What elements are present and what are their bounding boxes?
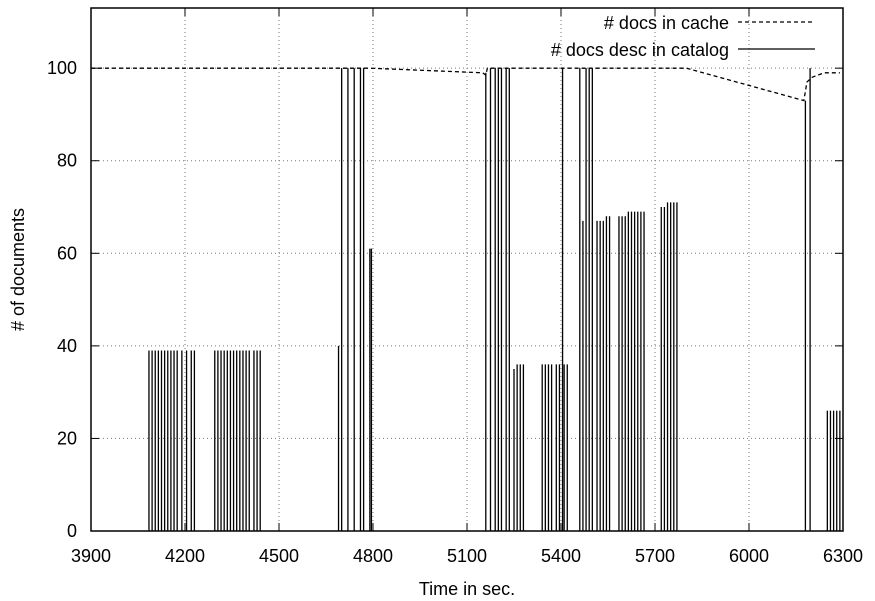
x-tick-label-0: 3900: [71, 546, 111, 566]
grid-layer: [91, 8, 843, 531]
catalog-impulses-layer: [148, 68, 841, 531]
y-tick-label-2: 40: [57, 336, 77, 356]
x-tick-label-4: 5100: [447, 546, 487, 566]
y-tick-label-5: 100: [47, 58, 77, 78]
x-tick-label-8: 6300: [823, 546, 863, 566]
legend-label-catalog: # docs desc in catalog: [551, 40, 729, 60]
x-tick-label-1: 4200: [165, 546, 205, 566]
x-tick-label-6: 5700: [635, 546, 675, 566]
y-tick-label-4: 80: [57, 151, 77, 171]
x-tick-label-5: 5400: [541, 546, 581, 566]
legend: # docs in cache # docs desc in catalog: [551, 13, 815, 60]
x-tick-label-2: 4500: [259, 546, 299, 566]
y-tick-label-3: 60: [57, 243, 77, 263]
x-tick-label-7: 6000: [729, 546, 769, 566]
y-tick-label-1: 20: [57, 428, 77, 448]
x-tick-label-3: 4800: [353, 546, 393, 566]
x-axis-label: Time in sec.: [419, 579, 515, 599]
legend-label-cache: # docs in cache: [604, 13, 729, 33]
cache-line-layer: [91, 67, 840, 102]
cache-line: [91, 67, 840, 102]
y-tick-label-0: 0: [67, 521, 77, 541]
axis-layer: 3900 4200 4500 4800 5100 5400 5700 6000 6300 0 20 4…: [47, 7, 863, 566]
y-axis-label: # of documents: [8, 208, 28, 331]
